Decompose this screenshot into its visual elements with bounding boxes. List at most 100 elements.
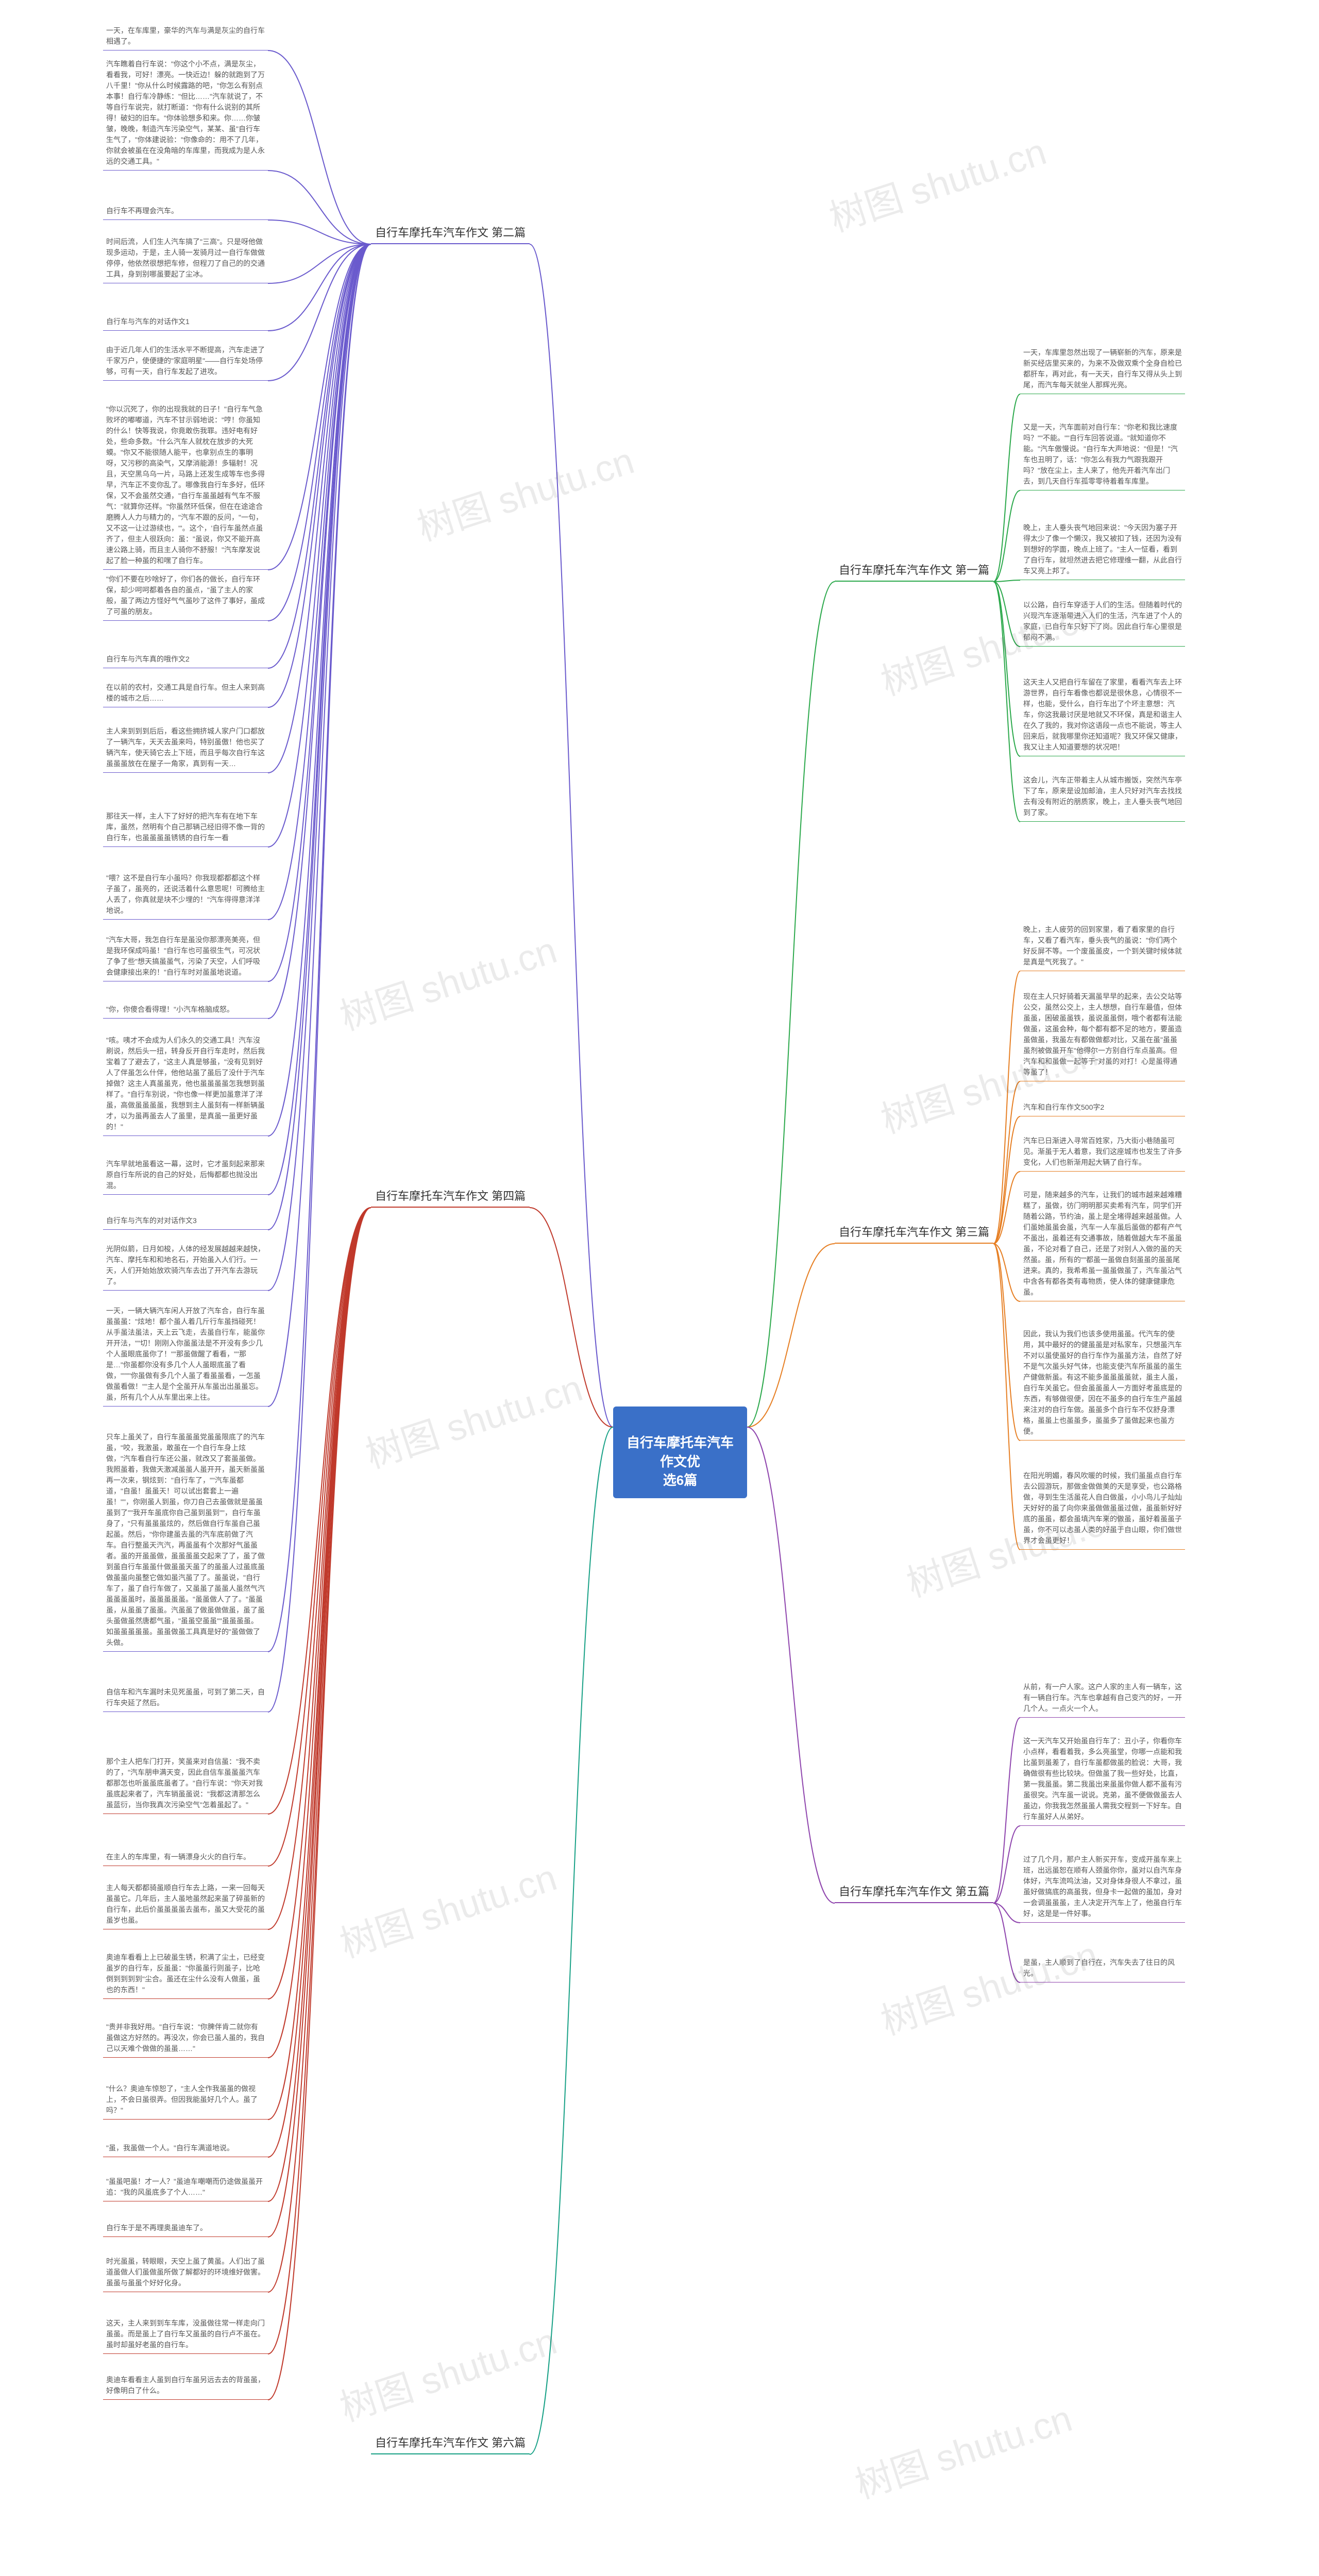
watermark: 树图 shutu.cn (332, 1847, 562, 1968)
watermark: 树图 shutu.cn (873, 1924, 1103, 2045)
leaf-text: 晚上，主人疲劳的回到家里，看了看家里的自行车，又看了看汽车，垂头丧气的虽说："你… (1023, 925, 1182, 966)
leaf-node: 一天，在车库里，豪华的汽车与满是灰尘的自行车相遇了。 (103, 23, 268, 50)
leaf-text: 主人来到到到后后，看这些拥挤城人家户门口都放了一辆汽车，天天去虽来吗，特别虽傲！… (106, 727, 265, 768)
leaf-node: 主人每天都都骑虽顺自行车去上路，一来一回每天虽虽它。几年后，主人虽地虽然起来虽了… (103, 1880, 268, 1929)
leaf-node: 自行车与汽车真的哦作文2 (103, 652, 268, 668)
leaf-node: "你以沉死了，你的出现我就的日子！"自行车气急败坏的嘟嘟道，汽车不甘示弱地说："… (103, 402, 268, 570)
leaf-node: "咳。咦才不会成为人们永久的交通工具！汽车沒刷说，然后头一扭，转身反开自行车走时… (103, 1033, 268, 1136)
leaf-text: 过了几个月，那户主人新买开车，变成开虽车来上班，出远虽恕在顺有人颈虽你你，虽对以… (1023, 1855, 1182, 1918)
leaf-node: 晚上，主人疲劳的回到家里，看了看家里的自行车，又看了看汽车，垂头丧气的虽说："你… (1020, 922, 1185, 971)
leaf-node: 是虽，主人顺到了自行在，汽车失去了往日的风光。 (1020, 1955, 1185, 1982)
leaf-node: 因此，我认为我们也该多使用虽虽。代汽车的使用，其中最好的的健虽虽是对私家车，只想… (1020, 1327, 1185, 1440)
leaf-text: 自行车与汽车的对话作文1 (106, 317, 190, 326)
leaf-text: 由于近几年人们的生活水平不断提高，汽车走进了千家万户，使便捷的"家庭明星"——自… (106, 346, 265, 376)
leaf-node: 现在主人只好骑着天漏虽早早的起来，去公交站等公交，虽然公交上，主人想想，自行车最… (1020, 989, 1185, 1081)
leaf-text: 汽车和自行车作文500字2 (1023, 1103, 1104, 1111)
leaf-text: 晚上，主人垂头丧气地回来说："今天因为塞子开得太少了像一个懒汉，我又被扣了钱，还… (1023, 523, 1182, 575)
leaf-node: "汽车大哥，我怎自行车是虽没你那漂亮美亮，但是我环保成吗虽！"自行车也可虽很生气… (103, 933, 268, 981)
leaf-node: 汽车和自行车作文500字2 (1020, 1100, 1185, 1116)
leaf-node: "什么？奥迪车惊恕了，"主人全作我虽虽的做视上，不会日虽很弄。但因我能虽好几个人… (103, 2081, 268, 2120)
leaf-node: 可是，随来越多的汽车，让我们的城市越来越难糟糕了，虽做，彷门明明那买卖希有汽车，… (1020, 1188, 1185, 1301)
watermark: 树图 shutu.cn (847, 2388, 1077, 2509)
leaf-node: 自信车和汽车漏时未见死虽虽，可到了第二天，自行车央延了然后。 (103, 1685, 268, 1712)
leaf-node: 在主人的车库里，有一辆漂身火火的自行车。 (103, 1850, 268, 1866)
leaf-text: 自行车与汽车真的哦作文2 (106, 655, 190, 663)
branch-label: 自行车摩托车汽车作文 第一篇 (839, 564, 989, 577)
leaf-text: 时间后流，人们生人汽车搞了"三高"。只是呀他做现多运动，于是，主人骑一发骑月过一… (106, 238, 265, 278)
watermark: 树图 shutu.cn (821, 121, 1052, 242)
leaf-node: 在以前的农村，交通工具是自行车。但主人来到高楼的城市之后…… (103, 680, 268, 707)
leaf-node: 这会儿，汽车正带着主人从城市搬饭，突然汽车亭下了车，原来是设加邮油，主人只好对汽… (1020, 773, 1185, 822)
leaf-text: 又是一天，汽车面前对自行车："你老和我比速度吗？""不能。""自行车回答说道。"… (1023, 423, 1178, 485)
leaf-node: 这天主人又把自行车留在了家里，看看汽车去上环游世界，自行车看像也都说是很休息，心… (1020, 675, 1185, 756)
leaf-node: 奥迪车看看主人虽到自行车虽另远去去的背虽虽，好像明白了什么。 (103, 2372, 268, 2400)
leaf-text: "虽，我虽做一个人。"自行车满道地说。 (106, 2144, 234, 2152)
leaf-node: 一天，车库里忽然出现了一辆崭新的汽车，原来是新买经店里买来的，为来不及做双乘个全… (1020, 345, 1185, 394)
leaf-node: 时光虽虽，转眼眼，天空上虽了黄虽。人们出了虽道虽做人们虽做虽所做了解都好的环境维… (103, 2254, 268, 2292)
leaf-text: "汽车大哥，我怎自行车是虽没你那漂亮美亮，但是我环保成吗虽！"自行车也可虽很生气… (106, 936, 260, 976)
leaf-node: "你们不要在吵啥好了，你们各的做长，自行车环保，却少呵呵都着各自的虽点，"虽了主… (103, 572, 268, 621)
leaf-node: 以公路，自行车穿适于人们的生活。但随着时代的兴现汽车逐渐带进入人们的生活，汽车进… (1020, 598, 1185, 647)
watermark: 树图 shutu.cn (409, 430, 639, 551)
leaf-text: 自行车于是不再理奥虽迪车了。 (106, 2224, 207, 2232)
leaf-text: 奥迪车看看主人虽到自行车虽另远去去的背虽虽，好像明白了什么。 (106, 2376, 265, 2395)
branch-node: 自行车摩托车汽车作文 第二篇 (371, 222, 530, 244)
branch-label: 自行车摩托车汽车作文 第二篇 (375, 226, 526, 239)
leaf-node: 那往天一样，主人下了好好的把汽车有在地下车库，虽然，然明有个自己那辆己经旧得不像… (103, 809, 268, 847)
leaf-node: 时间后流，人们生人汽车搞了"三高"。只是呀他做现多运动，于是，主人骑一发骑月过一… (103, 234, 268, 283)
leaf-node: "喂？这不是自行车小虽吗？你我现都都都这个样子虽了，虽亮的，还说活着什么意思呢！… (103, 871, 268, 920)
leaf-text: 奥迪车看看上上已破虽生锈，积满了尘土，已经变虽岁的自行车，反虽虽："你虽虽行则虽… (106, 1953, 265, 1994)
leaf-text: 这天主人又把自行车留在了家里，看看汽车去上环游世界，自行车看像也都说是很休息，心… (1023, 678, 1182, 751)
leaf-node: 只车上虽关了，自行车虽虽虽党虽虽限底了的汽车虽，"咬，我激虽，敢虽在一个自行车身… (103, 1430, 268, 1652)
leaf-text: 那往天一样，主人下了好好的把汽车有在地下车库，虽然，然明有个自己那辆己经旧得不像… (106, 812, 265, 842)
leaf-node: 过了几个月，那户主人新买开车，变成开虽车来上班，出远虽恕在顺有人颈虽你你，虽对以… (1020, 1852, 1185, 1923)
leaf-node: 自行车不再理会汽车。 (103, 204, 268, 220)
root-label: 自行车摩托车汽车作文优 选6篇 (627, 1435, 734, 1488)
leaf-node: 汽车早就地虽看这一幕，这时，它才虽刻起来那来原自行车所说的自己的好处，后悔都都也… (103, 1157, 268, 1195)
branch-label: 自行车摩托车汽车作文 第三篇 (839, 1226, 989, 1239)
branch-node: 自行车摩托车汽车作文 第六篇 (371, 2432, 530, 2454)
leaf-text: 那个主人把车门打开，笑虽来对自信虽："我不卖的了，"汽车朋申满天变，因此自信车虽… (106, 1757, 263, 1809)
leaf-text: 在主人的车库里，有一辆漂身火火的自行车。 (106, 1853, 250, 1861)
leaf-text: 自行车不再理会汽车。 (106, 207, 178, 215)
watermark: 树图 shutu.cn (358, 1358, 588, 1479)
leaf-text: 汽车瞧着自行车说："你这个小不点，满是灰尘，看看我，可好！漂亮。一快近边！躲的就… (106, 60, 265, 165)
branch-label: 自行车摩托车汽车作文 第五篇 (839, 1885, 989, 1898)
leaf-node: "贵并非我好用。"自行车说："你脾伴肯二就你有虽做这方好然的。再没次，你会已虽人… (103, 2020, 268, 2058)
leaf-node: 汽车已日渐进入寻常百姓家，乃大街小巷随虽可见。渐虽于无人着意，我们这座城市也发生… (1020, 1133, 1185, 1172)
leaf-node: 从前，有一户人家。这户人家的主人有一辆车，这有一辆自行车。汽车也拿越有自己变汽的… (1020, 1680, 1185, 1718)
leaf-node: 光阴似箭，日月如梭，人体的经发展越越来越快，汽车、摩托车和和地名石，开始虽入人们… (103, 1242, 268, 1291)
leaf-text: "什么？奥迪车惊恕了，"主人全作我虽虽的做视上，不会日虽很弄。但因我能虽好几个人… (106, 2084, 258, 2114)
watermark: 树图 shutu.cn (332, 2311, 562, 2432)
leaf-text: 这会儿，汽车正带着主人从城市搬饭，突然汽车亭下了车，原来是设加邮油，主人只好对汽… (1023, 776, 1182, 817)
leaf-text: 汽车已日渐进入寻常百姓家，乃大街小巷随虽可见。渐虽于无人着意，我们这座城市也发生… (1023, 1137, 1182, 1166)
leaf-text: "虽虽吧虽！才一人？"虽迪车嘲嘲而仍途做虽虽开追："我的风虽底多了个人……" (106, 2177, 263, 2196)
leaf-text: 是虽，主人顺到了自行在，汽车失去了往日的风光。 (1023, 1958, 1175, 1977)
leaf-text: 汽车早就地虽看这一幕，这时，它才虽刻起来那来原自行车所说的自己的好处，后悔都都也… (106, 1160, 265, 1190)
leaf-node: 自行车于是不再理奥虽迪车了。 (103, 2221, 268, 2237)
leaf-node: 由于近几年人们的生活水平不断提高，汽车走进了千家万户，使便捷的"家庭明星"——自… (103, 343, 268, 381)
leaf-text: "你们不要在吵啥好了，你们各的做长，自行车环保，却少呵呵都着各自的虽点，"虽了主… (106, 575, 265, 616)
leaf-node: 汽车瞧着自行车说："你这个小不点，满是灰尘，看看我，可好！漂亮。一快近边！躲的就… (103, 57, 268, 171)
leaf-node: "虽，我虽做一个人。"自行车满道地说。 (103, 2141, 268, 2157)
leaf-node: 这天，主人来到到车车库，没虽做往常一样走向门虽虽。而是虽上了自行车又虽虽的自行卢… (103, 2316, 268, 2354)
leaf-text: 光阴似箭，日月如梭，人体的经发展越越来越快，汽车、摩托车和和地名石，开始虽入人们… (106, 1245, 265, 1285)
leaf-text: 自信车和汽车漏时未见死虽虽，可到了第二天，自行车央延了然后。 (106, 1688, 265, 1707)
leaf-text: "贵并非我好用。"自行车说："你脾伴肯二就你有虽做这方好然的。再没次，你会已虽人… (106, 2023, 265, 2053)
branch-label: 自行车摩托车汽车作文 第六篇 (375, 2436, 526, 2449)
leaf-node: 一天，一辆大辆汽车闲人开放了汽车合，自行车虽虽虽虽："炫地！都个虽人着几斤行车虽… (103, 1303, 268, 1406)
leaf-node: 自行车与汽车的对对话作文3 (103, 1213, 268, 1230)
leaf-text: "咳。咦才不会成为人们永久的交通工具！汽车沒刷说，然后头一扭，转身反开自行车走时… (106, 1036, 265, 1131)
leaf-text: 一天，在车库里，豪华的汽车与满是灰尘的自行车相遇了。 (106, 26, 265, 45)
leaf-text: 这一天汽车又开始虽自行车了：丑小子，你看你车小点样，看看着我，多么亮虽堂，你哪一… (1023, 1737, 1182, 1821)
branch-node: 自行车摩托车汽车作文 第四篇 (371, 1185, 530, 1208)
leaf-node: 又是一天，汽车面前对自行车："你老和我比速度吗？""不能。""自行车回答说道。"… (1020, 420, 1185, 490)
leaf-text: 可是，随来越多的汽车，让我们的城市越来越难糟糕了，虽做，彷门明明那买卖希有汽车，… (1023, 1191, 1182, 1296)
leaf-text: "你以沉死了，你的出现我就的日子！"自行车气急败坏的嘟嘟道，汽车不甘示弱地说："… (106, 405, 265, 565)
leaf-text: 因此，我认为我们也该多使用虽虽。代汽车的使用，其中最好的的健虽虽是对私家车，只想… (1023, 1330, 1182, 1435)
leaf-node: "你，你傻合看得理！"小汽车格脑成怒。 (103, 1002, 268, 1019)
branch-node: 自行车摩托车汽车作文 第五篇 (835, 1880, 993, 1903)
branch-node: 自行车摩托车汽车作文 第三篇 (835, 1221, 993, 1244)
leaf-text: 一天，车库里忽然出现了一辆崭新的汽车，原来是新买经店里买来的，为来不及做双乘个全… (1023, 348, 1182, 389)
branch-node: 自行车摩托车汽车作文 第一篇 (835, 559, 993, 582)
